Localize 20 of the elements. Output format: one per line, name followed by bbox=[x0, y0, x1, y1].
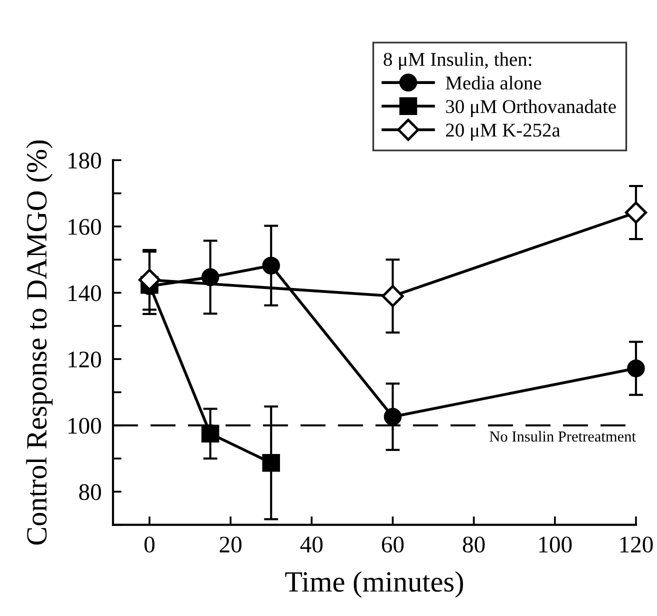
x-tick-label: 120 bbox=[620, 536, 653, 553]
x-tick-label: 100 bbox=[539, 536, 572, 553]
x-tick-label: 80 bbox=[462, 536, 485, 553]
x-tick-label: 20 bbox=[220, 536, 242, 553]
y-tick-label: 180 bbox=[68, 152, 101, 169]
legend-title: 8 μM Insulin, then: bbox=[384, 52, 532, 70]
x-tick-label: 40 bbox=[300, 536, 323, 553]
y-tick-label: 140 bbox=[68, 285, 101, 302]
legend-label: Media alone bbox=[446, 76, 542, 90]
legend-label: 20 μM K-252a bbox=[446, 124, 560, 141]
x-tick-label: 60 bbox=[382, 536, 404, 553]
x-axis-title: Time (minutes) bbox=[285, 571, 464, 598]
legend-label: 30 μM Orthovanadate bbox=[446, 99, 616, 118]
y-tick-label: 160 bbox=[68, 218, 101, 235]
y-axis-title: Control Response to DAMGO (%) bbox=[26, 140, 53, 545]
y-tick-label: 120 bbox=[68, 352, 101, 368]
y-tick-label: 80 bbox=[79, 484, 101, 500]
x-tick-label: 0 bbox=[144, 536, 154, 553]
ref-line-label: No Insulin Pretreatment bbox=[490, 430, 636, 442]
y-tick-label: 100 bbox=[68, 418, 101, 434]
